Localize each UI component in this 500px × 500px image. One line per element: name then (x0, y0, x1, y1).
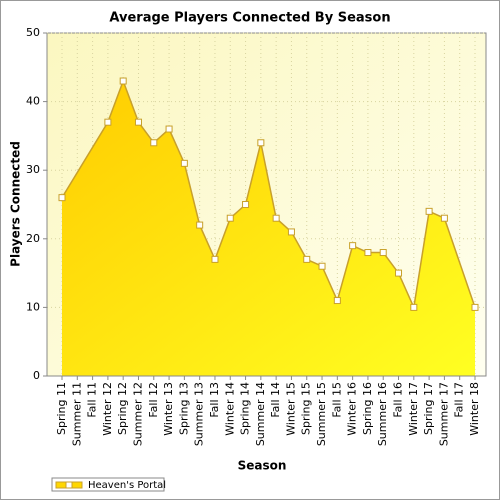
x-tick-label: Fall 12 (147, 382, 160, 418)
x-tick-label: Fall 17 (453, 382, 466, 418)
y-tick-label: 20 (26, 232, 40, 245)
marker (364, 249, 372, 257)
marker (333, 297, 341, 305)
x-tick-label: Winter 18 (468, 382, 481, 436)
marker (150, 139, 158, 147)
y-tick-label: 0 (33, 369, 40, 382)
y-axis-title: Players Connected (9, 141, 23, 267)
legend-label: Heaven's Portal (88, 480, 166, 491)
x-tick-label: Fall 14 (269, 382, 282, 418)
x-tick-label: Summer 16 (376, 382, 389, 446)
legend: Heaven's Portal (51, 477, 166, 492)
chart-title: Average Players Connected By Season (109, 11, 390, 26)
marker (180, 159, 188, 167)
marks (46, 33, 486, 377)
x-tick-label: Spring 14 (239, 382, 252, 435)
marker (58, 194, 66, 202)
x-tick-label: Fall 13 (208, 382, 221, 418)
x-tick-label: Spring 13 (177, 382, 190, 435)
marker (440, 214, 448, 222)
x-tick-label: Summer 15 (315, 382, 328, 446)
marker (119, 77, 127, 85)
legend-marker (65, 481, 73, 489)
x-tick-label: Winter 17 (407, 382, 420, 436)
x-tick-label: Winter 12 (101, 382, 114, 436)
x-tick-label: Summer 14 (254, 382, 267, 446)
marker (410, 303, 418, 311)
x-tick-label: Spring 16 (361, 382, 374, 435)
marker (272, 214, 280, 222)
x-tick-label: Winter 15 (284, 382, 297, 436)
marker (242, 201, 250, 208)
marker (318, 262, 326, 270)
x-tick-label: Summer 12 (131, 382, 144, 446)
x-tick-label: Winter 13 (162, 382, 175, 436)
marker (257, 139, 265, 147)
x-tick-label: Spring 12 (116, 382, 129, 435)
x-tick-label: Winter 16 (346, 382, 359, 436)
marker (196, 221, 204, 229)
marker (226, 214, 234, 222)
x-tick-label: Spring 17 (422, 382, 435, 435)
marker (134, 118, 142, 126)
marker (471, 303, 479, 311)
grid (43, 32, 486, 380)
marker (379, 249, 387, 257)
marker (287, 228, 295, 236)
marker (349, 242, 357, 250)
x-tick-label: Fall 16 (392, 382, 405, 418)
x-tick-label: Summer 17 (437, 382, 450, 446)
x-tick-label: Fall 15 (330, 382, 343, 418)
x-tick-label: Summer 13 (193, 382, 206, 446)
x-tick-label: Spring 11 (55, 382, 68, 435)
x-tick-label: Fall 11 (86, 382, 99, 418)
marker (303, 255, 311, 263)
x-tick-label: Winter 14 (223, 382, 236, 436)
x-axis-title: Season (238, 459, 287, 473)
marker (425, 207, 433, 215)
x-tick-label: Summer 11 (70, 382, 83, 446)
marker (104, 118, 112, 126)
y-tick-label: 40 (26, 95, 40, 108)
marker (211, 255, 219, 263)
area (62, 81, 475, 377)
marker (165, 125, 173, 133)
y-tick-label: 50 (26, 26, 40, 39)
x-tick-label: Spring 15 (300, 382, 313, 435)
y-tick-label: 30 (26, 163, 40, 176)
marker (395, 269, 403, 277)
y-tick-label: 10 (26, 300, 40, 313)
